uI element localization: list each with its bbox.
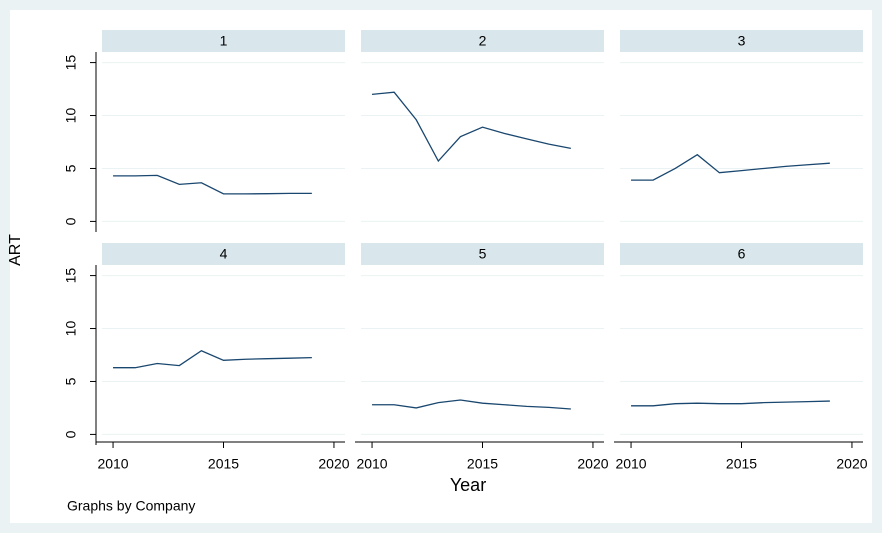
y-tick-label: 15 — [63, 268, 79, 284]
panel-background — [620, 52, 863, 232]
x-tick-label: 2015 — [467, 456, 498, 472]
panel-background — [361, 265, 604, 445]
data-line — [371, 91, 571, 163]
panel-background — [620, 265, 863, 445]
data-line — [113, 174, 312, 195]
x-tick-label: 2010 — [615, 456, 646, 472]
x-tick-label: 2015 — [726, 456, 757, 472]
panel-title: 6 — [738, 246, 746, 262]
x-tick-label: 2010 — [97, 456, 128, 472]
panel-title: 1 — [220, 33, 228, 49]
panel-background — [102, 265, 345, 445]
y-tick-label: 5 — [63, 164, 79, 172]
panel-title: 2 — [479, 33, 487, 49]
data-line — [631, 400, 830, 407]
panel-header — [361, 30, 604, 52]
y-axis-label: ART — [7, 234, 24, 266]
data-line — [113, 350, 312, 369]
panel-background — [102, 52, 345, 232]
y-tick-label: 10 — [63, 321, 79, 337]
panel-title: 5 — [479, 246, 487, 262]
x-tick-label: 2015 — [208, 456, 239, 472]
panel-header — [620, 243, 863, 265]
x-tick-label: 2020 — [318, 456, 349, 472]
y-tick-label: 0 — [63, 430, 79, 438]
note: Graphs by Company — [67, 498, 195, 514]
x-tick-label: 2020 — [577, 456, 608, 472]
panel-title: 3 — [738, 33, 746, 49]
x-axis-label: Year — [450, 475, 486, 495]
data-line — [631, 153, 830, 181]
panel-title: 4 — [220, 246, 228, 262]
y-tick-label: 10 — [63, 108, 79, 124]
x-tick-label: 2020 — [836, 456, 867, 472]
panel-header — [361, 243, 604, 265]
y-tick-label: 15 — [63, 55, 79, 71]
panel-background — [361, 52, 604, 232]
data-line — [372, 399, 571, 410]
y-tick-label: 5 — [63, 377, 79, 385]
panel-header — [102, 30, 345, 52]
panel-header — [102, 243, 345, 265]
x-tick-label: 2010 — [356, 456, 387, 472]
y-tick-label: 0 — [63, 217, 79, 225]
panel-header — [620, 30, 863, 52]
